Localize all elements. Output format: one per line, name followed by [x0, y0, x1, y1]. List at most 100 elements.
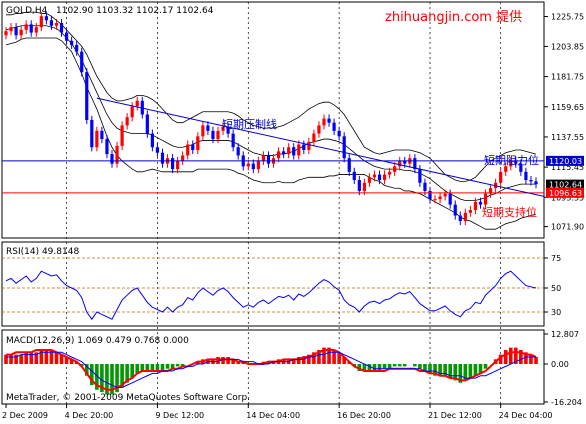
candle-body: [468, 210, 472, 213]
macd-bar: [433, 364, 437, 376]
candle-body: [367, 177, 372, 183]
macd-bar: [54, 352, 59, 365]
candle-body: [418, 169, 422, 183]
macd-line-blue: [6, 351, 536, 388]
candle-body: [317, 125, 321, 134]
current-price-label: 1102.64: [549, 181, 582, 190]
candle-body: [80, 51, 84, 73]
macd-bar: [110, 364, 114, 395]
candle-body: [362, 182, 366, 191]
candle-body: [4, 31, 8, 36]
candle-body: [19, 29, 23, 36]
candle-body: [312, 133, 316, 142]
resistance-label: 短期阻力位: [484, 153, 539, 167]
candle-body: [201, 125, 205, 137]
macd-bar: [115, 364, 119, 393]
candle-body: [231, 133, 235, 148]
resistance-price-label: 1120.03: [549, 157, 582, 166]
macd-bar: [19, 354, 23, 365]
rsi-axis: 75 50 30: [544, 254, 561, 317]
candlestick-series: [4, 12, 538, 226]
candle-body: [287, 147, 291, 155]
macd-bar: [367, 364, 372, 372]
macd-bar: [34, 352, 39, 365]
candle-body: [443, 193, 447, 197]
price-tick-label: 1181.75: [551, 73, 584, 82]
band-bb-middle: [5, 25, 536, 201]
candle-body: [499, 171, 503, 183]
watermark: zhihuangjin.com 提供: [385, 9, 522, 25]
macd-bar: [271, 361, 276, 365]
candle-body: [504, 166, 508, 172]
time-axis: 2 Dec 2009 4 Dec 20:00 9 Dec 12:00 14 Dec 0…: [2, 404, 552, 420]
candle-body: [357, 180, 361, 191]
candle-body: [382, 174, 387, 181]
candle-body: [216, 130, 220, 140]
macd-bar: [382, 364, 387, 369]
macd-bar: [332, 349, 336, 365]
macd-bar: [196, 361, 200, 365]
candle-body: [196, 136, 200, 150]
rsi-levels: [2, 257, 544, 313]
macd-bar: [236, 361, 240, 365]
price-tick-label: 1225.75: [551, 13, 584, 22]
bollinger-bands: [5, 11, 537, 230]
candle-body: [292, 147, 296, 156]
candle-body: [14, 27, 18, 36]
macd-line-red: [6, 348, 537, 391]
candle-body: [509, 160, 513, 167]
candle-body: [49, 20, 54, 26]
candle-body: [372, 174, 377, 178]
macd-tick-label: 12.807: [551, 330, 579, 339]
candle-body: [24, 24, 28, 30]
candle-body: [100, 130, 104, 140]
trendline-label: 短期压制线: [222, 117, 277, 131]
time-tick-label: 2 Dec 2009: [2, 411, 48, 420]
macd-bar: [160, 364, 165, 372]
macd-bar: [503, 349, 508, 365]
candle-body: [534, 181, 538, 185]
macd-bar: [387, 364, 392, 369]
macd-bar: [418, 364, 422, 369]
time-tick-label: 14 Dec 04:00: [246, 411, 300, 420]
candle-body: [95, 130, 99, 148]
time-tick-label: 9 Dec 12:00: [155, 411, 204, 420]
macd-bar: [392, 364, 397, 367]
macd-bar: [483, 364, 488, 369]
macd-bar: [150, 364, 155, 372]
macd-bar: [463, 364, 468, 381]
macd-bar: [302, 356, 306, 365]
macd-bar: [357, 364, 362, 372]
candle-body: [29, 24, 33, 33]
macd-bar: [59, 354, 64, 365]
macd-bar: [64, 356, 69, 365]
macd-axis: 12.807 0.00 -16.204: [544, 330, 582, 407]
macd-bar: [84, 364, 89, 376]
rsi-header: RSI(14) 49.8148: [6, 247, 79, 257]
candle-body: [115, 145, 119, 164]
macd-tick-label: 0.00: [551, 360, 569, 369]
macd-bar: [397, 364, 402, 367]
candle-body: [524, 171, 528, 181]
candle-body: [393, 166, 397, 172]
macd-bar: [524, 352, 528, 365]
candle-body: [302, 144, 306, 150]
macd-bar: [49, 349, 54, 365]
support-resistance-lines: [2, 160, 544, 194]
candle-body: [352, 171, 356, 181]
price-tick-label: 1159.65: [551, 103, 584, 112]
candle-body: [181, 155, 185, 161]
macd-bar: [130, 364, 134, 379]
candle-body: [155, 147, 160, 153]
macd-bar: [180, 364, 185, 367]
time-tick-label: 21 Dec 12:00: [428, 411, 482, 420]
candle-body: [120, 125, 124, 146]
macd-tick-label: -16.204: [551, 398, 582, 407]
current-price-box: [546, 179, 584, 190]
candle-body: [256, 160, 260, 170]
macd-bar: [4, 354, 8, 365]
macd-bar: [140, 364, 145, 372]
macd-bar: [296, 356, 301, 365]
rsi-line: [5, 270, 537, 321]
candle-body: [307, 141, 311, 150]
